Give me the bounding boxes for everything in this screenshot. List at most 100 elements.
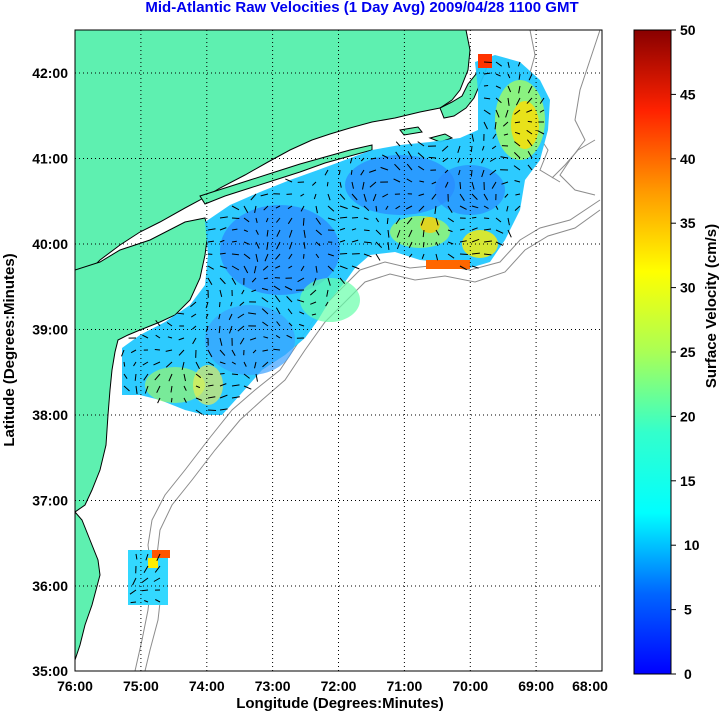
velocity-vector — [351, 193, 358, 201]
velocity-vector — [303, 253, 305, 259]
velocity-field — [121, 54, 550, 605]
velocity-vector — [506, 205, 509, 212]
velocity-vector — [483, 109, 491, 115]
velocity-vector — [315, 241, 321, 247]
velocity-vector — [219, 373, 225, 375]
velocity-vector — [504, 193, 509, 198]
velocity-vector — [207, 265, 214, 270]
velocity-vector — [431, 181, 437, 185]
velocity-vector — [144, 600, 149, 603]
velocity-vector — [517, 61, 521, 67]
velocity-vector — [309, 289, 317, 296]
velocity-vector — [339, 181, 342, 188]
velocity-vector — [243, 217, 250, 223]
velocity-vector — [483, 97, 491, 100]
colorbar-tick-label: 10 — [684, 537, 700, 553]
velocity-vector — [375, 253, 381, 261]
velocity-vector — [303, 229, 306, 238]
velocity-vector — [207, 373, 213, 375]
velocity-vector — [237, 325, 245, 332]
velocity-vector — [387, 229, 390, 238]
velocity-vector — [471, 133, 475, 142]
velocity-vector — [527, 120, 533, 123]
velocity-vector — [177, 312, 185, 315]
velocity-vector — [406, 178, 413, 183]
velocity-vector — [369, 169, 377, 173]
velocity-vector — [254, 361, 257, 369]
velocity-vector — [507, 217, 510, 226]
velocity-vector — [372, 193, 377, 202]
velocity-vector — [299, 311, 305, 315]
velocity-vector — [408, 253, 413, 258]
velocity-vector — [394, 163, 401, 171]
velocity-vector — [434, 205, 437, 214]
velocity-vector — [285, 178, 293, 183]
velocity-vector — [396, 229, 401, 238]
velocity-vector — [339, 227, 346, 231]
velocity-vector — [518, 85, 521, 94]
velocity-vector — [539, 97, 545, 104]
velocity-vector — [526, 109, 533, 113]
velocity-vector — [219, 265, 228, 269]
velocity-vector — [375, 205, 378, 212]
y-tick-label: 35:00 — [32, 663, 68, 679]
velocity-vector — [396, 241, 401, 250]
velocity-vector — [471, 181, 475, 190]
velocity-vector — [219, 394, 228, 399]
velocity-vector — [515, 193, 521, 196]
velocity-vector — [219, 239, 225, 243]
velocity-vector — [405, 205, 413, 210]
velocity-vector — [339, 239, 346, 243]
velocity-vectors — [121, 61, 545, 604]
velocity-vector — [458, 169, 461, 176]
velocity-vector — [537, 130, 545, 135]
velocity-vector — [514, 131, 521, 135]
velocity-vector — [273, 348, 281, 351]
velocity-vector — [313, 193, 317, 200]
velocity-vector — [219, 216, 228, 219]
velocity-vector — [350, 169, 353, 175]
colorbar-gradient — [633, 29, 672, 675]
velocity-vector — [262, 349, 269, 352]
velocity-vector — [459, 181, 462, 190]
velocity-vector — [363, 229, 370, 232]
velocity-vector — [183, 397, 187, 403]
velocity-vector — [286, 296, 293, 303]
velocity-vector — [183, 373, 186, 382]
velocity-vector — [132, 577, 137, 586]
velocity-vector — [276, 229, 281, 237]
velocity-vector — [447, 241, 454, 245]
velocity-vector — [514, 109, 521, 115]
velocity-vector — [395, 217, 401, 225]
x-tick-label: 73:00 — [255, 678, 291, 694]
velocity-vector — [492, 133, 497, 139]
velocity-vector — [494, 121, 497, 130]
velocity-vector — [231, 349, 236, 356]
velocity-vector — [155, 599, 161, 603]
velocity-vector — [381, 154, 389, 159]
colorbar-tick-label: 50 — [680, 22, 696, 38]
velocity-vector — [207, 228, 216, 231]
velocity-vector — [495, 205, 499, 210]
velocity-vector — [155, 319, 161, 327]
velocity-vector — [297, 277, 305, 283]
velocity-vector — [363, 193, 367, 202]
velocity-vector — [435, 253, 439, 261]
velocity-vector — [418, 193, 425, 197]
velocity-vector — [300, 265, 305, 272]
colorbar-tick-label: 45 — [680, 86, 696, 102]
velocity-vector — [243, 205, 249, 214]
velocity-vector — [491, 145, 497, 150]
velocity-vector — [207, 349, 213, 358]
y-tick-label: 40:00 — [32, 236, 68, 252]
velocity-vector — [219, 383, 227, 387]
velocity-vector — [266, 229, 269, 237]
velocity-vector — [219, 337, 223, 346]
velocity-vector — [135, 385, 138, 394]
velocity-vector — [408, 229, 413, 238]
velocity-vector — [262, 321, 269, 327]
velocity-vector — [375, 217, 380, 223]
velocity-vector — [166, 322, 173, 327]
velocity-vector — [241, 289, 245, 295]
velocity-vector — [264, 253, 269, 262]
